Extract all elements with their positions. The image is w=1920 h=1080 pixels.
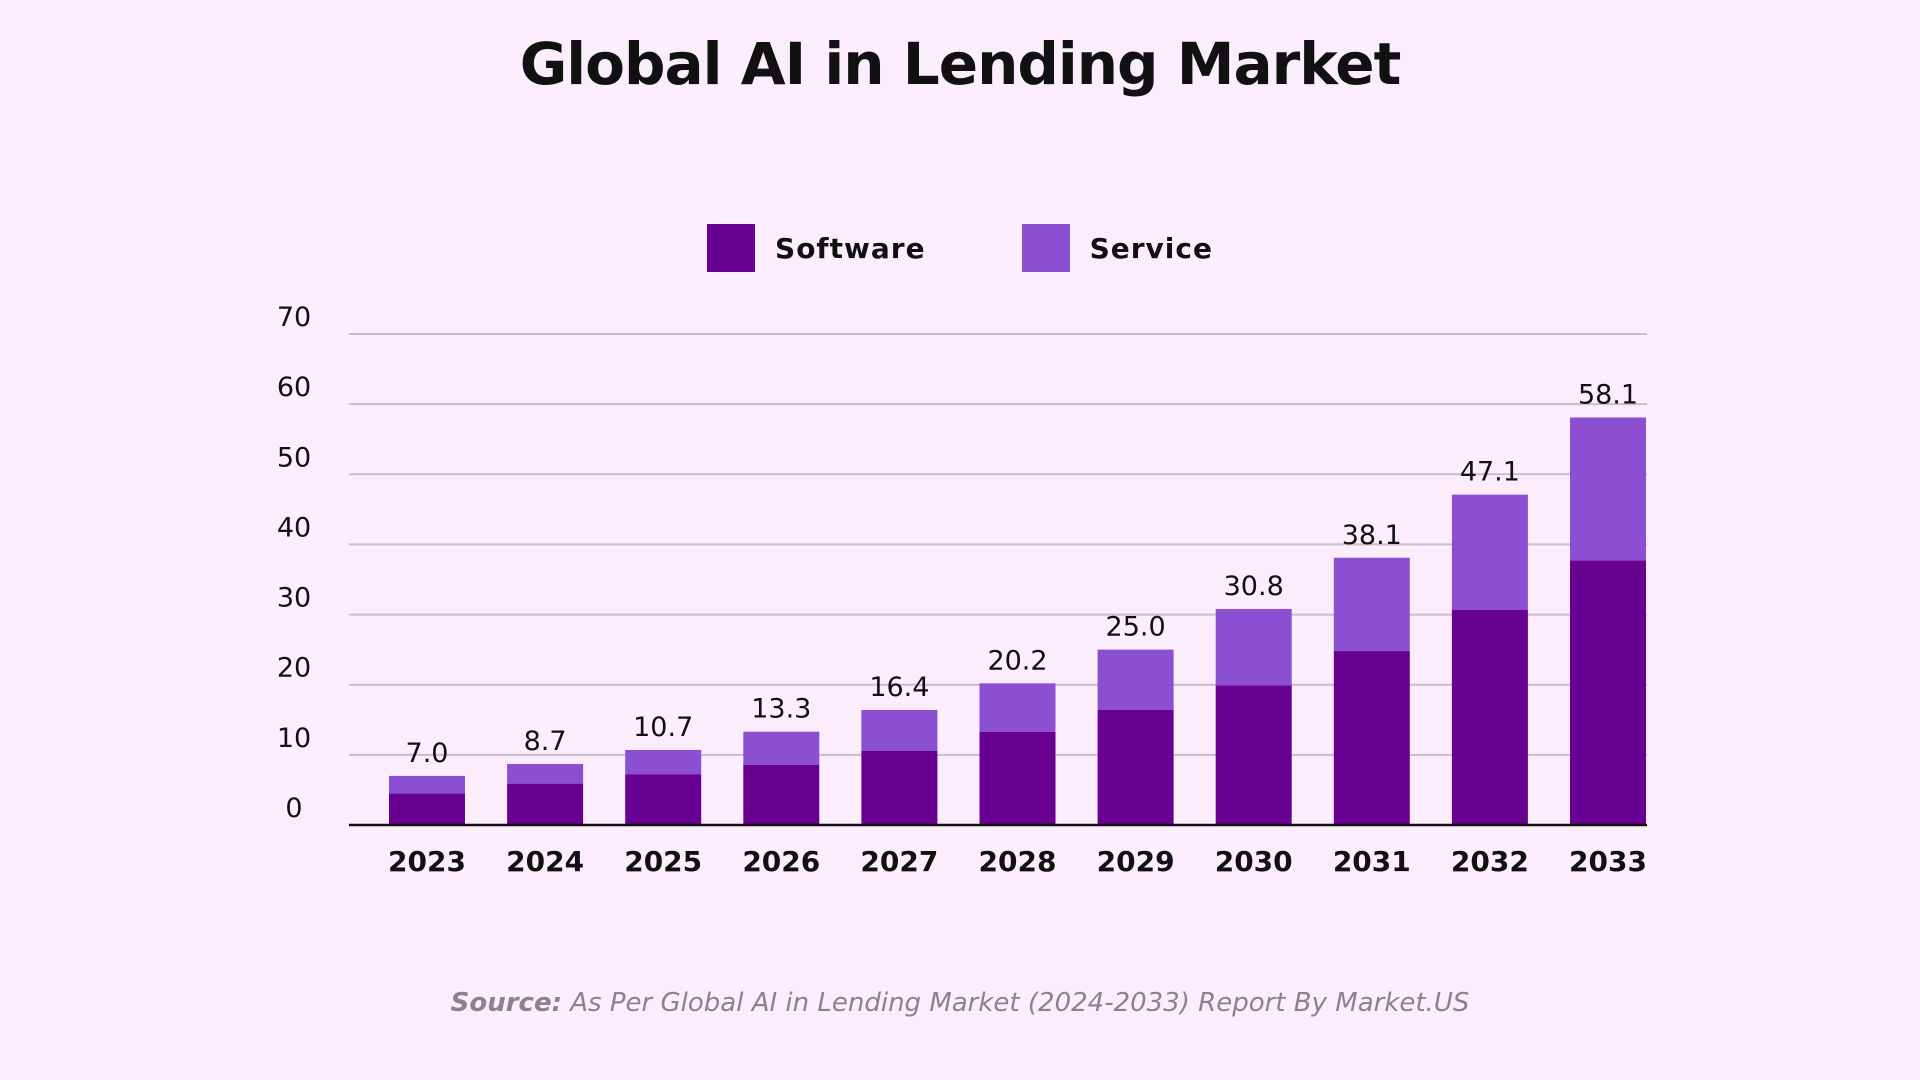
bar-service [1333, 557, 1410, 652]
x-tick-label: 2030 [1215, 845, 1293, 878]
legend: Software Service [0, 224, 1920, 272]
bar-software [1451, 609, 1528, 825]
x-tick-label: 2027 [860, 845, 938, 878]
legend-item-software: Software [707, 224, 926, 272]
bar-service [1451, 494, 1528, 610]
source-note: Source: As Per Global AI in Lending Mark… [0, 988, 1920, 1018]
y-tick-label: 50 [277, 442, 311, 473]
x-tick-label: 2023 [388, 845, 466, 878]
bar-service [1097, 649, 1174, 710]
legend-label-software: Software [775, 231, 926, 265]
y-tick-label: 40 [277, 512, 311, 543]
bar-service [625, 749, 702, 775]
bar-software [979, 731, 1056, 825]
legend-item-service: Service [1021, 224, 1213, 272]
x-tick-label: 2032 [1451, 845, 1529, 878]
y-tick-label: 70 [277, 302, 311, 333]
bar-service [1570, 417, 1646, 561]
data-label: 10.7 [633, 712, 693, 743]
x-tick-label: 2024 [506, 845, 584, 878]
chart-title: Global AI in Lending Market [519, 30, 1402, 98]
source-label: Source: [450, 988, 562, 1018]
y-tick-label: 10 [277, 723, 311, 754]
data-label: 38.1 [1342, 520, 1402, 551]
bar-software [743, 764, 820, 825]
bar-software [1097, 709, 1174, 825]
bar-software [1333, 651, 1410, 825]
bar-software [1570, 560, 1646, 825]
x-tick-label: 2031 [1333, 845, 1411, 878]
bar-service [389, 775, 465, 794]
bar-software [625, 774, 702, 825]
bar-software [1215, 685, 1292, 825]
x-tick-label: 2025 [624, 845, 702, 878]
data-label: 25.0 [1106, 612, 1166, 643]
data-label: 16.4 [869, 672, 929, 703]
bar-software [861, 750, 938, 825]
bar-software [507, 783, 584, 825]
bar-service [979, 683, 1056, 732]
y-tick-label: 60 [277, 372, 311, 403]
x-tick-label: 2028 [979, 845, 1057, 878]
data-label: 47.1 [1460, 457, 1520, 488]
y-tick-label: 30 [277, 583, 311, 614]
x-tick-label: 2033 [1569, 845, 1647, 878]
source-text: As Per Global AI in Lending Market (2024… [562, 988, 1470, 1018]
x-tick-label: 2026 [742, 845, 820, 878]
data-label: 58.1 [1578, 379, 1638, 410]
data-label: 20.2 [987, 645, 1047, 676]
bar-service [743, 731, 820, 765]
data-label: 13.3 [751, 694, 811, 725]
legend-label-service: Service [1089, 231, 1213, 265]
bar-service [507, 763, 584, 784]
legend-swatch-software [707, 224, 756, 272]
bar-software [389, 793, 465, 825]
y-tick-label: 20 [277, 653, 311, 684]
data-label: 30.8 [1224, 571, 1284, 602]
bar-service [861, 709, 938, 751]
bar-service [1215, 608, 1292, 686]
x-tick-label: 2029 [1097, 845, 1175, 878]
data-label: 7.0 [406, 738, 449, 769]
legend-swatch-service [1021, 224, 1070, 272]
data-label: 8.7 [524, 726, 567, 757]
y-tick-label: 0 [285, 793, 302, 824]
